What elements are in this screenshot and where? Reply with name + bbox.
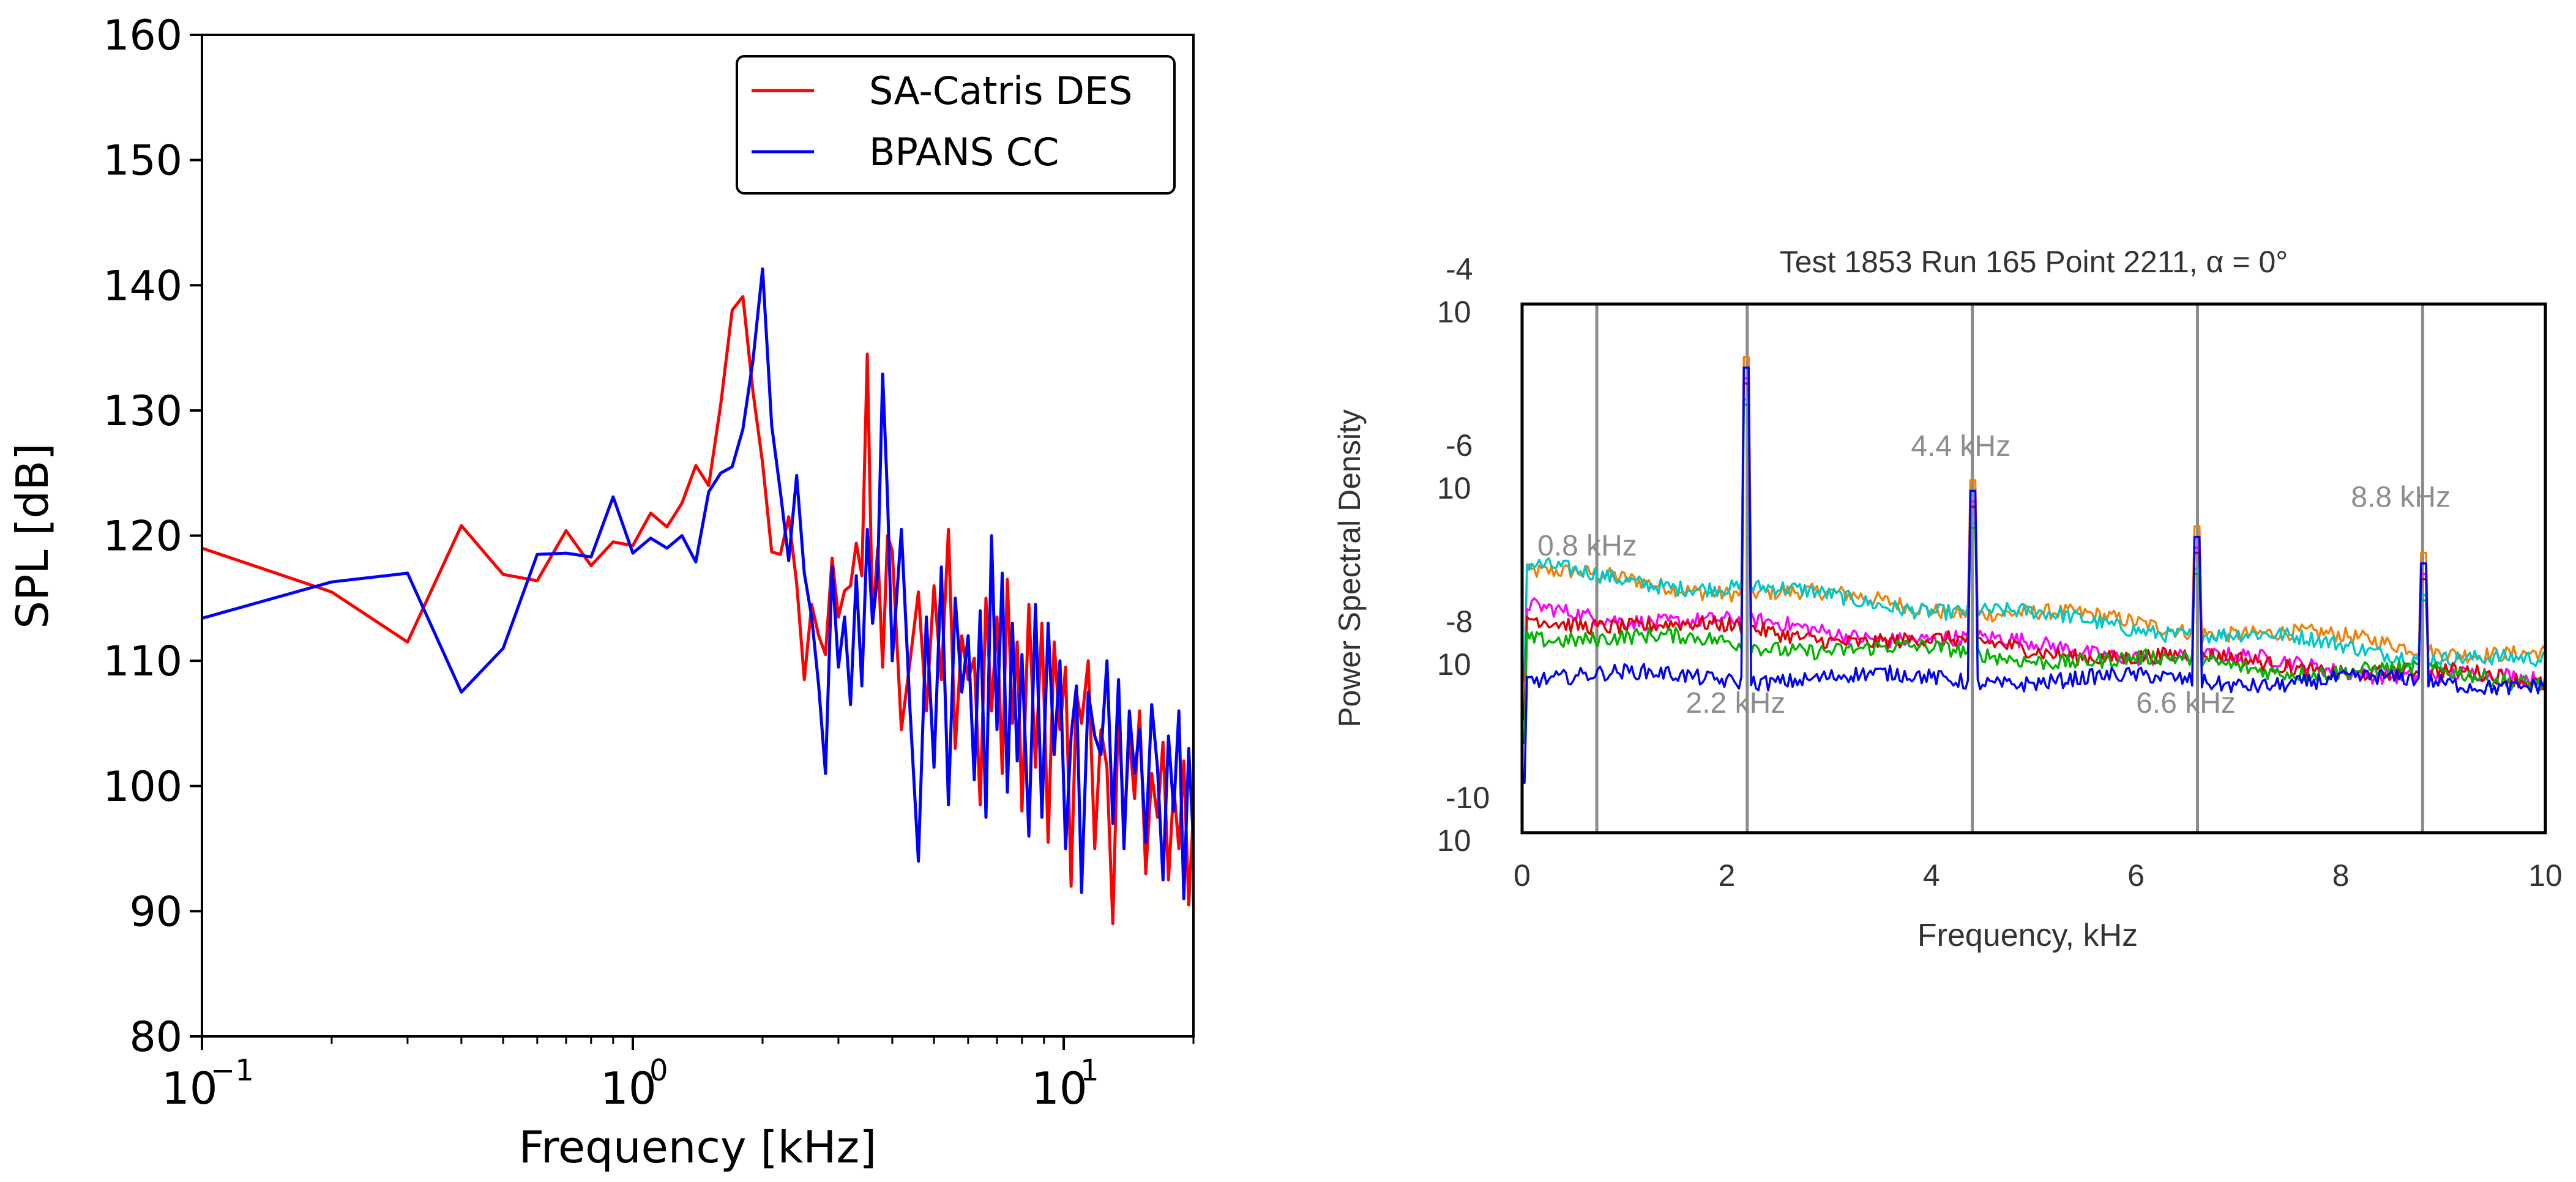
spl-y-tick-label: 100 — [103, 763, 182, 811]
spl-y-axis-label: SPL [dB] — [7, 443, 58, 628]
spl-y-tick-label: 150 — [103, 137, 182, 185]
spl-x-tick-label: 100 — [600, 1054, 668, 1114]
spl-y-tick-label: 80 — [129, 1013, 182, 1061]
psd-x-axis-label: Frequency, kHz — [1917, 918, 2138, 953]
psd-title: Test 1853 Run 165 Point 2211, α = 0° — [1780, 245, 2288, 279]
psd-y-tick-label: 10-4 — [1437, 252, 1473, 329]
psd-line-green — [1522, 403, 2545, 745]
psd-y-tick-exponent: -6 — [1446, 428, 1473, 463]
spl-y-tick-label: 160 — [103, 12, 182, 60]
spl-y-tick-label: 120 — [103, 513, 182, 561]
spl-x-tick-base: 10 — [600, 1063, 657, 1114]
spl-legend-box — [736, 55, 1176, 195]
spl-y-tick-label: 110 — [103, 637, 182, 686]
spl-x-ticks: 10−1 100 101 — [162, 1036, 1195, 1114]
psd-y-tick-base: 10 — [1437, 295, 1471, 329]
psd-frequency-annotation: 0.8 kHz — [1537, 530, 1637, 562]
psd-x-tick-label: 6 — [2127, 858, 2145, 893]
spl-x-tick-exponent: 1 — [1080, 1054, 1099, 1088]
spl-x-tick-exponent: −1 — [211, 1054, 254, 1088]
spl-x-tick-label: 10−1 — [162, 1054, 254, 1114]
spl-y-ticks: 80 90 100 110 120 130 140 150 160 — [103, 12, 202, 1061]
psd-y-tick-base: 10 — [1437, 647, 1471, 682]
spl-x-tick-base: 10 — [162, 1063, 218, 1114]
psd-y-tick-exponent: -8 — [1446, 604, 1473, 639]
psd-annotations: 0.8 kHz 4.4 kHz 8.8 kHz 2.2 kHz 6.6 kHz — [1537, 430, 2451, 719]
psd-x-tick-label: 8 — [2332, 858, 2350, 893]
psd-y-tick-label: 10-6 — [1437, 428, 1473, 505]
psd-frequency-annotation: 6.6 kHz — [2136, 687, 2236, 719]
psd-x-tick-label: 2 — [1718, 858, 1735, 893]
psd-plot-frame — [1520, 302, 2547, 834]
spl-x-axis-label: Frequency [kHz] — [519, 1121, 877, 1173]
spl-y-tick-label: 140 — [103, 262, 182, 310]
psd-line-blue — [1522, 366, 2545, 784]
spl-x-tick-label: 101 — [1031, 1054, 1099, 1114]
spl-legend: SA-Catris DES BPANS CC — [736, 55, 1176, 195]
spl-y-tick-label: 90 — [129, 888, 182, 936]
spl-y-tick-label: 130 — [103, 387, 182, 436]
psd-y-tick-base: 10 — [1437, 471, 1471, 505]
psd-y-ticks: 10-410-610-810-10 — [1437, 252, 1490, 858]
spl-x-tick-base: 10 — [1031, 1063, 1088, 1114]
psd-y-tick-exponent: -4 — [1446, 252, 1473, 286]
psd-series-layer — [1522, 355, 2545, 784]
spl-x-tick-exponent: 0 — [649, 1054, 668, 1088]
spl-line-bpans-cc — [202, 267, 1193, 901]
psd-y-tick-label: 10-8 — [1437, 604, 1473, 682]
psd-frequency-annotation: 2.2 kHz — [1686, 687, 1786, 719]
psd-y-axis-label: Power Spectral Density — [1332, 409, 1367, 727]
legend-label-bpans-cc: BPANS CC — [869, 130, 1059, 174]
psd-x-tick-label: 0 — [1514, 858, 1531, 893]
psd-x-tick-label: 4 — [1923, 858, 1940, 893]
psd-y-tick-label: 10-10 — [1437, 781, 1490, 858]
psd-frequency-annotation: 8.8 kHz — [2351, 481, 2451, 513]
spl-series-layer — [202, 267, 1193, 926]
psd-x-ticks: 0 2 4 6 8 10 — [1514, 858, 2563, 893]
psd-x-tick-label: 10 — [2528, 858, 2563, 893]
psd-line-cyan — [1522, 398, 2545, 673]
psd-frequency-annotation: 4.4 kHz — [1911, 430, 2010, 463]
legend-label-sa-catris-des: SA-Catris DES — [869, 69, 1133, 113]
psd-line-orange — [1522, 355, 2545, 682]
spl-plot-frame — [201, 34, 1195, 1038]
psd-y-tick-base: 10 — [1437, 823, 1471, 858]
psd-y-tick-exponent: -10 — [1446, 781, 1490, 815]
